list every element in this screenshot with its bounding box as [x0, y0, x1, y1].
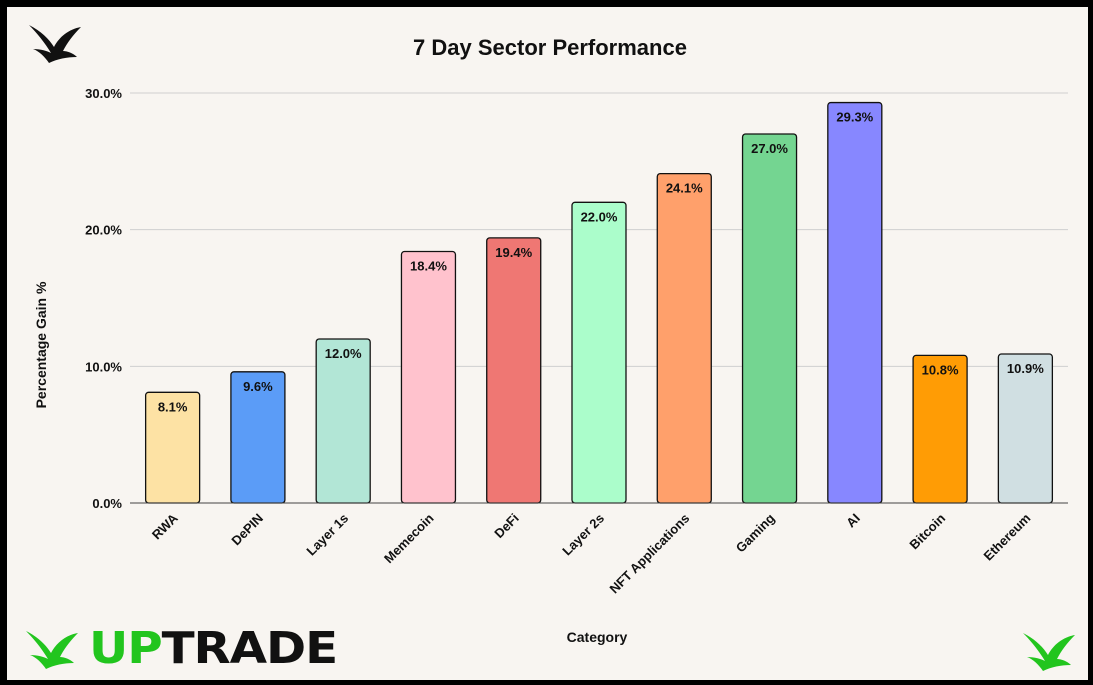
- x-tick-label: Memecoin: [381, 510, 437, 566]
- bar: [827, 101, 883, 504]
- bar: [315, 338, 371, 504]
- chart-frame: 7 Day Sector Performance 0.0% 10.0% 20.0% 3…: [4, 4, 1091, 683]
- y-tick-label: 20.0%: [85, 223, 122, 238]
- x-tick-label: Ethereum: [980, 511, 1033, 564]
- bar-data-label: 29.3%: [836, 110, 873, 125]
- chart-title: 7 Day Sector Performance: [413, 35, 687, 60]
- bar: [997, 353, 1054, 504]
- x-axis-title: Category: [567, 629, 628, 645]
- y-tick-label: 0.0%: [92, 496, 122, 511]
- x-tick-label: Gaming: [733, 510, 778, 555]
- y-axis-ticks: 0.0% 10.0% 20.0% 30.0%: [85, 86, 122, 511]
- bar-data-label: 24.1%: [666, 181, 703, 196]
- bar-data-label: 18.4%: [410, 259, 447, 274]
- bar-data-label: 12.0%: [325, 346, 362, 361]
- y-axis-title: Percentage Gain %: [33, 281, 49, 408]
- bird-logo-icon: [29, 25, 81, 63]
- x-tick-label: NFT Applications: [607, 511, 693, 597]
- bar: [912, 354, 968, 504]
- bar: [571, 201, 627, 504]
- x-tick-label: DePIN: [228, 511, 266, 549]
- bar-data-label: 10.9%: [1007, 361, 1044, 376]
- corner-bird-logo-icon: [1023, 633, 1075, 671]
- bars: [144, 101, 1054, 504]
- bar: [741, 133, 798, 504]
- x-tick-label: RWA: [149, 510, 181, 542]
- x-tick-label: Layer 1s: [303, 511, 351, 559]
- brand-trade: TRADE: [161, 623, 339, 674]
- x-tick-label: AI: [843, 511, 863, 531]
- bar-data-label: 9.6%: [243, 379, 273, 394]
- brand-wordmark: UPTRADE: [89, 627, 338, 671]
- bar-data-label: 10.8%: [922, 362, 959, 377]
- bar: [656, 172, 712, 504]
- bar-data-label: 27.0%: [751, 141, 788, 156]
- bar-data-label: 19.4%: [495, 245, 532, 260]
- x-axis-categories: RWA DePIN Layer 1s Memecoin DeFi Layer 2s NFT …: [149, 510, 1034, 596]
- data-labels: 8.1% 9.6% 12.0% 18.4% 19.4% 22.0% 24.1% 27.0% 29…: [158, 110, 1044, 415]
- brand-up: UP: [89, 623, 163, 674]
- x-tick-label: DeFi: [491, 511, 522, 542]
- bar-data-label: 22.0%: [581, 209, 618, 224]
- y-tick-label: 30.0%: [85, 86, 122, 101]
- x-tick-label: Bitcoin: [906, 510, 948, 552]
- bar-data-label: 8.1%: [158, 399, 188, 414]
- brand-bird-logo-icon: [26, 631, 78, 669]
- y-tick-label: 10.0%: [85, 359, 122, 374]
- x-tick-label: Layer 2s: [559, 511, 607, 559]
- bar: [400, 250, 457, 504]
- bar-chart: 7 Day Sector Performance 0.0% 10.0% 20.0% 3…: [33, 35, 1068, 645]
- bar: [486, 237, 542, 504]
